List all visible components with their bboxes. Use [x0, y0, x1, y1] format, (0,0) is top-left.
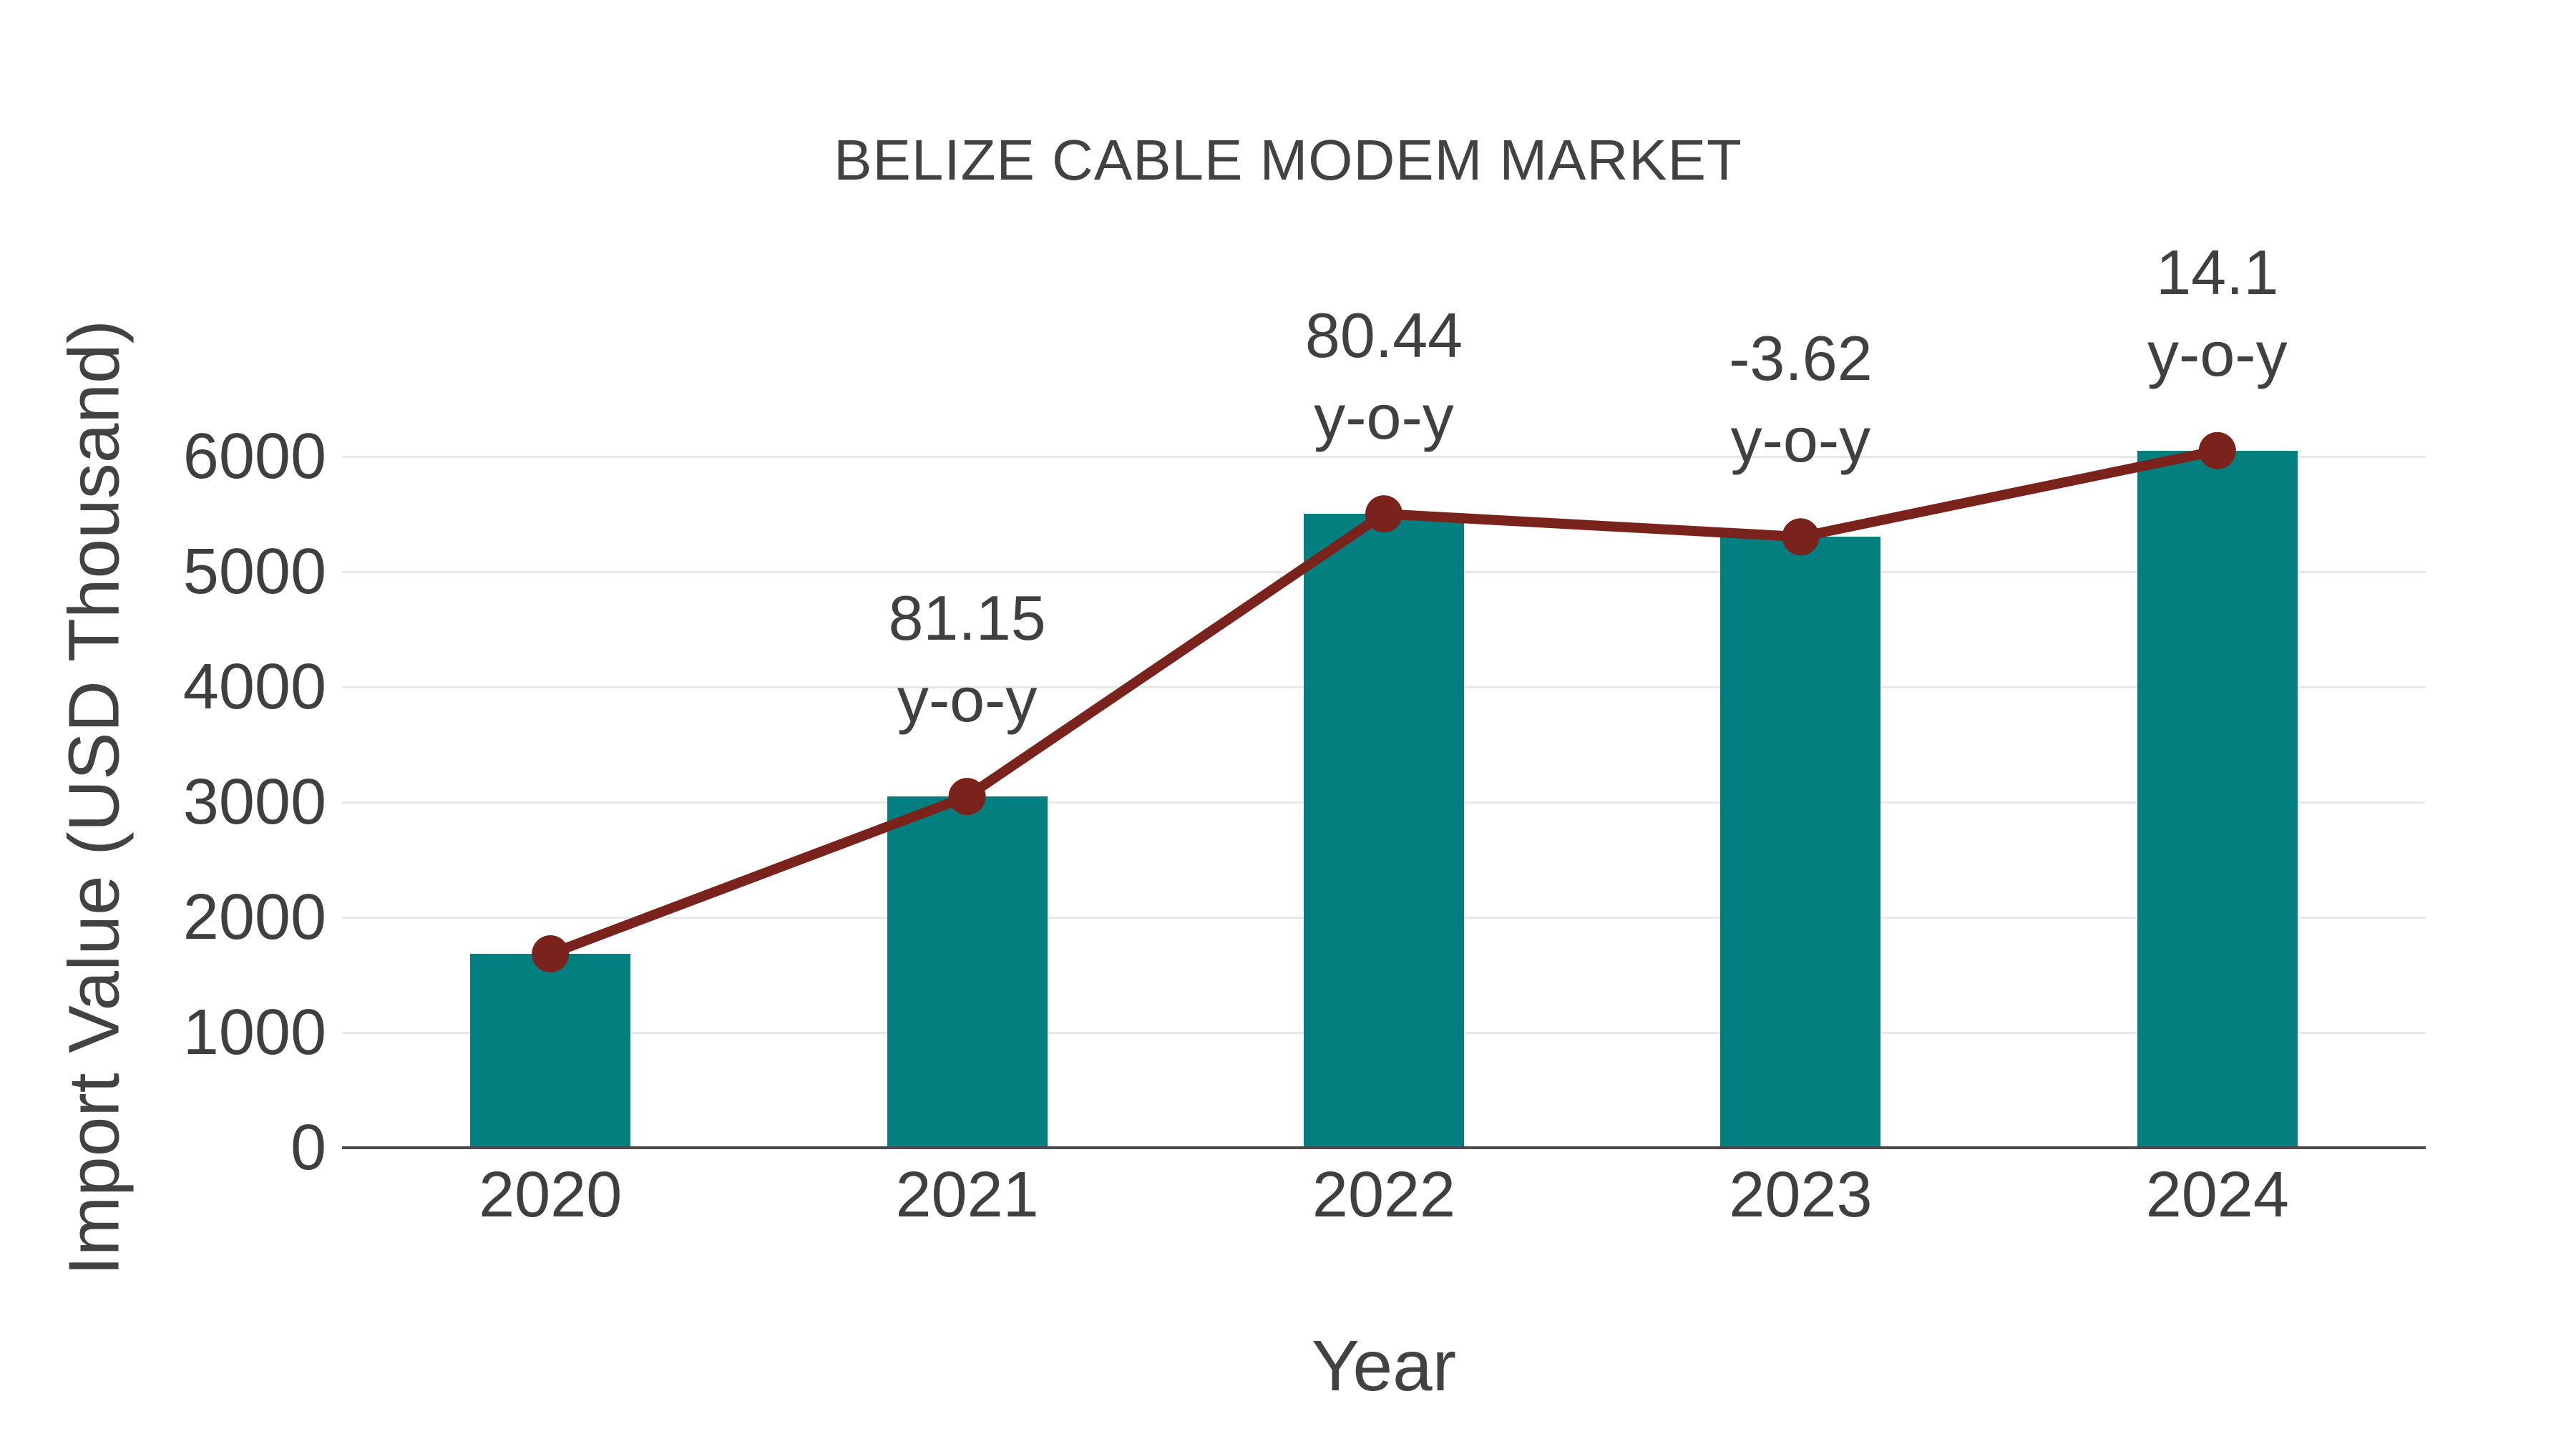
y-tick-label-1000: 1000 [182, 997, 326, 1068]
y-tick-label-2000: 2000 [182, 882, 326, 953]
data-point-marker-2023 [1782, 518, 1820, 556]
x-axis-line [342, 1146, 2426, 1149]
yoy-annotation-2022: 80.44 y-o-y [1304, 300, 1463, 453]
bar-2023 [1720, 537, 1881, 1148]
data-point-marker-2022 [1365, 495, 1402, 533]
yoy-annotation-2023: -3.62 y-o-y [1729, 323, 1873, 476]
yoy-annotation-2021: 81.15 y-o-y [888, 582, 1046, 736]
data-point-marker-2021 [948, 778, 986, 816]
bar-2024 [2137, 450, 2298, 1148]
data-point-marker-2024 [2198, 431, 2236, 469]
bar-2020 [470, 954, 631, 1148]
y-tick-label-5000: 5000 [182, 536, 326, 608]
yoy-trend-line-layer [532, 431, 2236, 973]
x-tick-label-2021: 2021 [895, 1159, 1039, 1231]
x-tick-label-2020: 2020 [479, 1159, 623, 1231]
y-tick-label-4000: 4000 [182, 651, 326, 723]
plot-area [342, 372, 2426, 1148]
data-point-marker-2020 [532, 935, 570, 973]
chart-title: BELIZE CABLE MODEM MARKET [834, 128, 1742, 192]
y-tick-label-6000: 6000 [182, 421, 326, 492]
y-tick-label-3000: 3000 [182, 766, 326, 838]
x-axis-title: Year [1311, 1326, 1457, 1406]
yoy-annotation-2024: 14.1 y-o-y [2147, 236, 2288, 389]
x-tick-label-2022: 2022 [1312, 1159, 1456, 1231]
y-tick-label-0: 0 [290, 1112, 326, 1184]
x-tick-label-2024: 2024 [2145, 1159, 2289, 1231]
bar-2022 [1304, 514, 1464, 1148]
gridline-6000 [342, 455, 2426, 458]
x-tick-label-2023: 2023 [1729, 1159, 1873, 1231]
bar-2021 [887, 796, 1048, 1148]
